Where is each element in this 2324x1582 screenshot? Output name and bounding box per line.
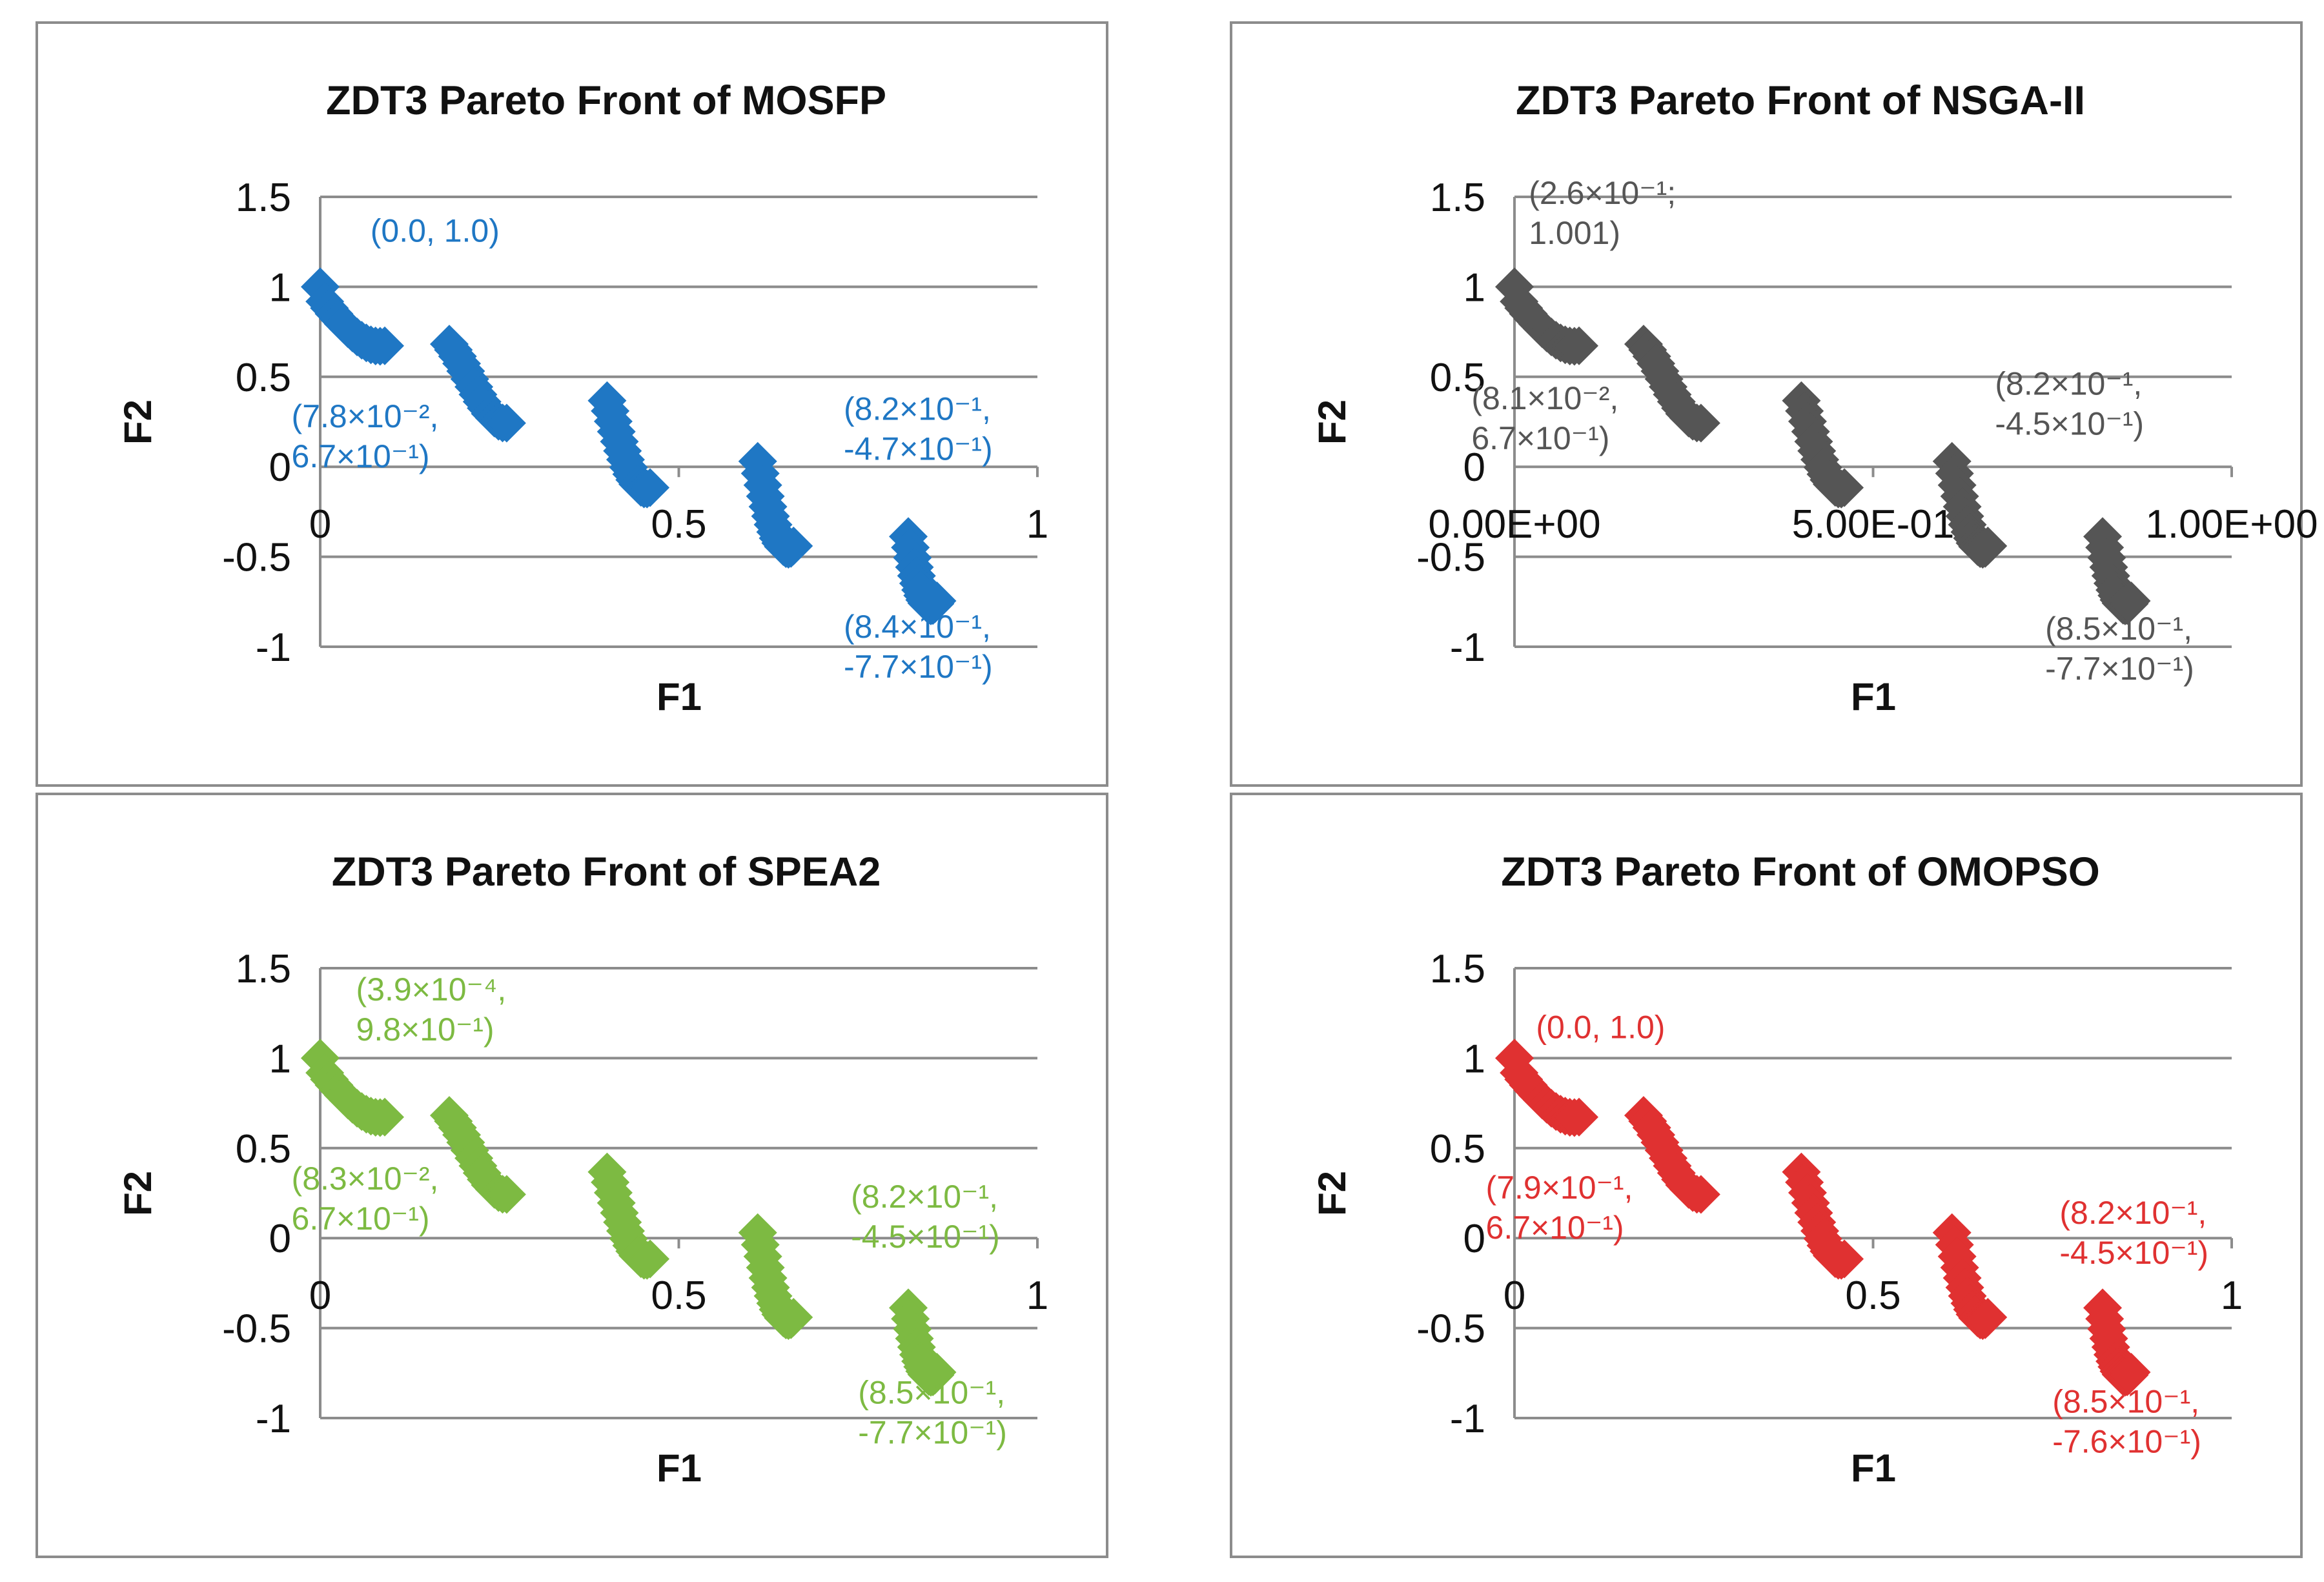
- chart-3-annotation: (8.2×10⁻¹, -4.5×10⁻¹): [2059, 1195, 2208, 1271]
- chart-0-x-tick-label: 0: [309, 502, 331, 547]
- chart-panel-spea2: ZDT3 Pareto Front of SPEA2 1.5 1 0.5 0 -0.5 -1…: [36, 793, 1108, 1558]
- chart-0-data-point: [917, 581, 957, 620]
- chart-1-x-tick-label: 0.00E+00: [1428, 502, 1600, 547]
- chart-1-y-tick-label: 1: [1463, 265, 1485, 310]
- chart-1-y-tick-label: 0: [1463, 445, 1485, 490]
- chart-svg-spea2: ZDT3 Pareto Front of SPEA2 1.5 1 0.5 0 -0.5 -1…: [116, 849, 1048, 1490]
- chart-2-data-point: [487, 1175, 526, 1214]
- chart-3-title: ZDT3 Pareto Front of OMOPSO: [1501, 849, 2100, 895]
- chart-0-y-axis-title: F2: [116, 400, 159, 445]
- chart-2-y-tick-label: -1: [256, 1397, 291, 1441]
- chart-1-y-tick-label: 1.5: [1430, 176, 1485, 220]
- chart-2-annotation: (8.2×10⁻¹, -4.5×10⁻¹): [851, 1179, 1000, 1255]
- chart-0-x-axis-title: F1: [657, 675, 702, 718]
- chart-3-x-tick-label: 0.5: [1845, 1273, 1901, 1318]
- chart-panel-omopso: ZDT3 Pareto Front of OMOPSO 1.5 1 0.5 0 -0.5 -…: [1230, 793, 2303, 1558]
- chart-1-x-tick-label: 1.00E+00: [2145, 502, 2318, 547]
- chart-2-x-tick-label: 0.5: [651, 1273, 706, 1318]
- chart-3-y-axis-title: F2: [1310, 1171, 1354, 1216]
- chart-2-x-tick-label: 0: [309, 1273, 331, 1318]
- chart-1-title: ZDT3 Pareto Front of NSGA-II: [1516, 78, 2085, 123]
- chart-svg-nsga2: ZDT3 Pareto Front of NSGA-II 1.5 1 0.5 0 -0.5…: [1310, 78, 2318, 718]
- chart-panel-nsga2: ZDT3 Pareto Front of NSGA-II 1.5 1 0.5 0 -0.5…: [1230, 21, 2318, 787]
- chart-0-y-tick-label: 0.5: [236, 356, 291, 400]
- chart-0-y-tick-label: 0: [269, 445, 291, 490]
- chart-0-annotation: (7.8×10⁻², 6.7×10⁻¹): [292, 398, 439, 474]
- chart-1-data-point: [2112, 581, 2151, 620]
- chart-1-data-point: [1825, 468, 1864, 507]
- chart-1-data-point: [1968, 526, 2008, 565]
- chart-2-data-point: [774, 1297, 813, 1337]
- chart-2-data-point: [631, 1239, 670, 1279]
- chart-0-annotation: (8.2×10⁻¹, -4.7×10⁻¹): [844, 391, 993, 467]
- chart-1-annotation: (8.5×10⁻¹, -7.7×10⁻¹): [2045, 611, 2194, 687]
- chart-1-series: [1495, 267, 2151, 625]
- chart-2-annotation: (3.9×10⁻⁴, 9.8×10⁻¹): [356, 971, 507, 1048]
- chart-2-x-tick-label: 1: [1026, 1273, 1048, 1318]
- chart-3-y-tick-label: -1: [1450, 1397, 1485, 1441]
- chart-2-series: [301, 1039, 957, 1397]
- chart-3-x-tick-label: 0: [1503, 1273, 1525, 1318]
- chart-1-y-tick-label: -1: [1450, 625, 1485, 670]
- chart-0-y-tick-label: 1.5: [236, 176, 291, 220]
- chart-0-data-point: [774, 526, 813, 565]
- chart-2-y-tick-label: 0: [269, 1217, 291, 1261]
- chart-3-y-tick-label: 0.5: [1430, 1127, 1485, 1171]
- chart-2-y-tick-label: 1.5: [236, 947, 291, 991]
- chart-2-y-axis-title: F2: [116, 1171, 159, 1216]
- chart-3-y-tick-label: 1.5: [1430, 947, 1485, 991]
- chart-3-annotation: (7.9×10⁻¹, 6.7×10⁻¹): [1486, 1170, 1633, 1246]
- chart-0-y-tick-label: -1: [256, 625, 291, 670]
- chart-3-y-tick-label: 1: [1463, 1037, 1485, 1081]
- chart-svg-mosfp: ZDT3 Pareto Front of MOSFP 1.5 1 0.5 0 -0.5 -1…: [116, 78, 1048, 718]
- chart-0-y-tick-label: 1: [269, 265, 291, 310]
- chart-3-y-tick-label: 0: [1463, 1217, 1485, 1261]
- chart-3-data-point: [1681, 1175, 1720, 1214]
- chart-2-annotation: (8.3×10⁻², 6.7×10⁻¹): [292, 1161, 439, 1237]
- chart-1-x-axis-title: F1: [1851, 675, 1896, 718]
- chart-0-annotation: (8.4×10⁻¹, -7.7×10⁻¹): [844, 609, 993, 685]
- chart-2-data-point: [917, 1352, 957, 1392]
- chart-0-series: [301, 267, 957, 625]
- chart-0-annotation: (0.0, 1.0): [371, 213, 500, 249]
- chart-0-x-tick-label: 0.5: [651, 502, 706, 547]
- chart-panel-mosfp: ZDT3 Pareto Front of MOSFP 1.5 1 0.5 0 -0.5 -1…: [36, 21, 1108, 787]
- chart-3-data-point: [2112, 1352, 2151, 1392]
- chart-1-y-tick-label: 0.5: [1430, 356, 1485, 400]
- chart-2-x-axis-title: F1: [657, 1446, 702, 1490]
- chart-0-y-tick-label: -0.5: [222, 536, 291, 580]
- chart-2-y-tick-label: -0.5: [222, 1307, 291, 1352]
- chart-svg-omopso: ZDT3 Pareto Front of OMOPSO 1.5 1 0.5 0 -0.5 -…: [1310, 849, 2243, 1490]
- chart-2-title: ZDT3 Pareto Front of SPEA2: [332, 849, 881, 895]
- chart-0-data-point: [365, 326, 404, 365]
- chart-0-data-point: [631, 468, 670, 507]
- chart-0-x-tick-label: 1: [1026, 502, 1048, 547]
- chart-1-data-point: [1681, 403, 1720, 443]
- chart-3-x-tick-label: 1: [2221, 1273, 2243, 1318]
- chart-0-data-point: [487, 403, 526, 443]
- chart-3-series: [1495, 1039, 2151, 1397]
- chart-1-y-axis-title: F2: [1310, 400, 1354, 445]
- chart-0-title: ZDT3 Pareto Front of MOSFP: [326, 78, 886, 123]
- chart-3-data-point: [1968, 1297, 2008, 1337]
- chart-3-data-point: [1825, 1239, 1864, 1279]
- chart-1-y-tick-label: -0.5: [1416, 536, 1485, 580]
- chart-3-x-axis-title: F1: [1851, 1446, 1896, 1490]
- chart-1-annotation: (8.1×10⁻², 6.7×10⁻¹): [1471, 380, 1618, 456]
- chart-1-data-point: [1559, 326, 1598, 365]
- chart-2-y-tick-label: 1: [269, 1037, 291, 1081]
- chart-1-annotation: (2.6×10⁻¹; 1.001): [1529, 175, 1676, 251]
- chart-3-annotation: (8.5×10⁻¹, -7.6×10⁻¹): [2052, 1384, 2201, 1460]
- chart-3-annotation: (0.0, 1.0): [1536, 1009, 1665, 1046]
- chart-2-annotation: (8.5×10⁻¹, -7.7×10⁻¹): [858, 1375, 1007, 1451]
- chart-3-y-tick-label: -0.5: [1416, 1307, 1485, 1352]
- chart-1-annotation: (8.2×10⁻¹, -4.5×10⁻¹): [1995, 366, 2144, 442]
- chart-2-y-tick-label: 0.5: [236, 1127, 291, 1171]
- chart-1-x-tick-label: 5.00E-01: [1792, 502, 1955, 547]
